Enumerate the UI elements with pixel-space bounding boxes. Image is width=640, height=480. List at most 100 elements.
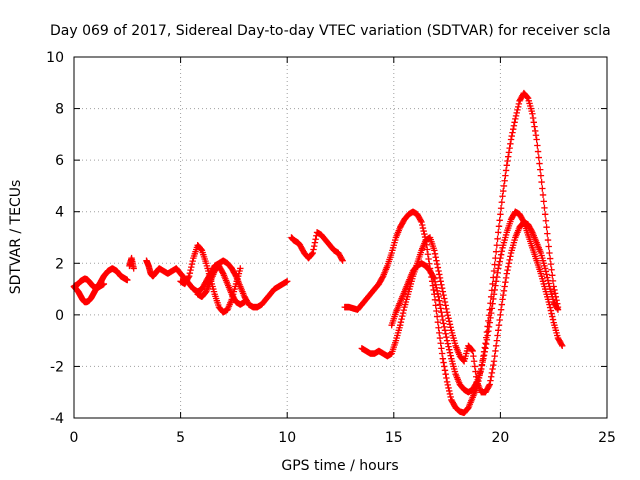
data-point <box>505 260 513 267</box>
data-point <box>440 291 447 299</box>
y-tick-label: -4 <box>50 411 64 427</box>
data-point <box>485 323 493 331</box>
data-point <box>186 269 194 277</box>
data-point <box>446 346 453 353</box>
data-point <box>198 246 205 253</box>
x-axis-label: GPS time / hours <box>281 458 398 474</box>
data-point <box>440 320 447 327</box>
data-point <box>490 291 498 298</box>
data-point <box>309 249 316 257</box>
data-point <box>543 271 550 278</box>
data-point <box>539 185 546 192</box>
data-point <box>430 274 437 281</box>
data-point <box>399 312 406 320</box>
data-point <box>502 274 510 282</box>
data-point <box>434 264 442 271</box>
data-point <box>437 305 444 312</box>
data-point <box>445 315 452 322</box>
data-point <box>540 198 547 205</box>
data-point <box>492 347 499 355</box>
data-point <box>529 114 537 122</box>
data-point <box>424 251 432 258</box>
data-point <box>446 349 454 356</box>
data-point <box>497 205 505 212</box>
data-point <box>495 223 503 230</box>
data-point <box>493 337 501 344</box>
data-point <box>443 378 451 386</box>
data-point <box>482 340 490 348</box>
data-point <box>502 172 509 179</box>
data-point <box>508 132 515 140</box>
data-point <box>433 287 441 294</box>
data-point <box>487 373 495 380</box>
data-point <box>536 160 543 167</box>
data-point <box>481 348 488 356</box>
data-point <box>436 297 443 304</box>
data-point <box>435 267 442 275</box>
data-point <box>443 337 451 344</box>
data-point <box>219 269 226 276</box>
data-point <box>185 272 193 280</box>
data-point <box>284 278 291 285</box>
data-point <box>434 290 442 297</box>
data-point <box>189 257 196 265</box>
data-point <box>500 291 507 299</box>
data-point <box>534 142 541 149</box>
data-point <box>431 247 438 254</box>
data-point <box>468 346 476 354</box>
data-point <box>507 140 514 148</box>
data-point <box>437 278 444 285</box>
data-point <box>398 315 405 323</box>
plot-frame <box>73 56 608 419</box>
data-point <box>554 306 562 313</box>
data-point <box>429 282 437 289</box>
data-point <box>436 274 444 282</box>
data-point <box>558 341 565 348</box>
y-axis-label: SDTVAR / TECUs <box>8 180 24 295</box>
data-point <box>529 110 536 117</box>
data-point <box>488 369 496 377</box>
data-point <box>237 265 244 272</box>
data-point <box>432 281 439 288</box>
data-point <box>396 321 404 329</box>
data-point <box>426 260 433 267</box>
data-point <box>443 309 451 316</box>
data-point <box>535 154 542 161</box>
data-point <box>512 115 519 123</box>
data-point <box>490 358 498 365</box>
series-arc-6 <box>194 262 248 308</box>
data-point <box>514 103 522 111</box>
data-point <box>443 305 450 313</box>
data-point <box>548 266 555 273</box>
data-point <box>439 288 447 295</box>
data-point <box>438 345 445 352</box>
x-tick-label: 0 <box>70 430 79 446</box>
data-point <box>500 182 508 190</box>
data-point <box>493 273 501 281</box>
data-point <box>478 365 485 373</box>
data-point <box>470 352 477 360</box>
data-point <box>544 274 551 281</box>
data-point <box>498 248 506 255</box>
data-point <box>486 319 493 326</box>
data-point <box>438 350 446 357</box>
data-point <box>442 302 449 309</box>
data-point <box>420 227 427 235</box>
data-point <box>532 127 539 135</box>
data-point <box>241 298 248 306</box>
data-point <box>431 250 439 258</box>
data-point <box>436 271 443 278</box>
data-point <box>548 310 555 317</box>
data-point <box>499 193 506 200</box>
series-arc-5 <box>177 242 244 316</box>
data-point <box>498 199 506 206</box>
data-point <box>484 332 491 339</box>
data-point <box>447 324 454 331</box>
data-point <box>438 309 445 316</box>
data-point <box>431 278 439 285</box>
data-point <box>519 217 527 224</box>
data-point <box>338 256 346 263</box>
data-point <box>441 367 449 374</box>
data-point <box>308 250 316 258</box>
series-arc-4 <box>143 257 291 311</box>
